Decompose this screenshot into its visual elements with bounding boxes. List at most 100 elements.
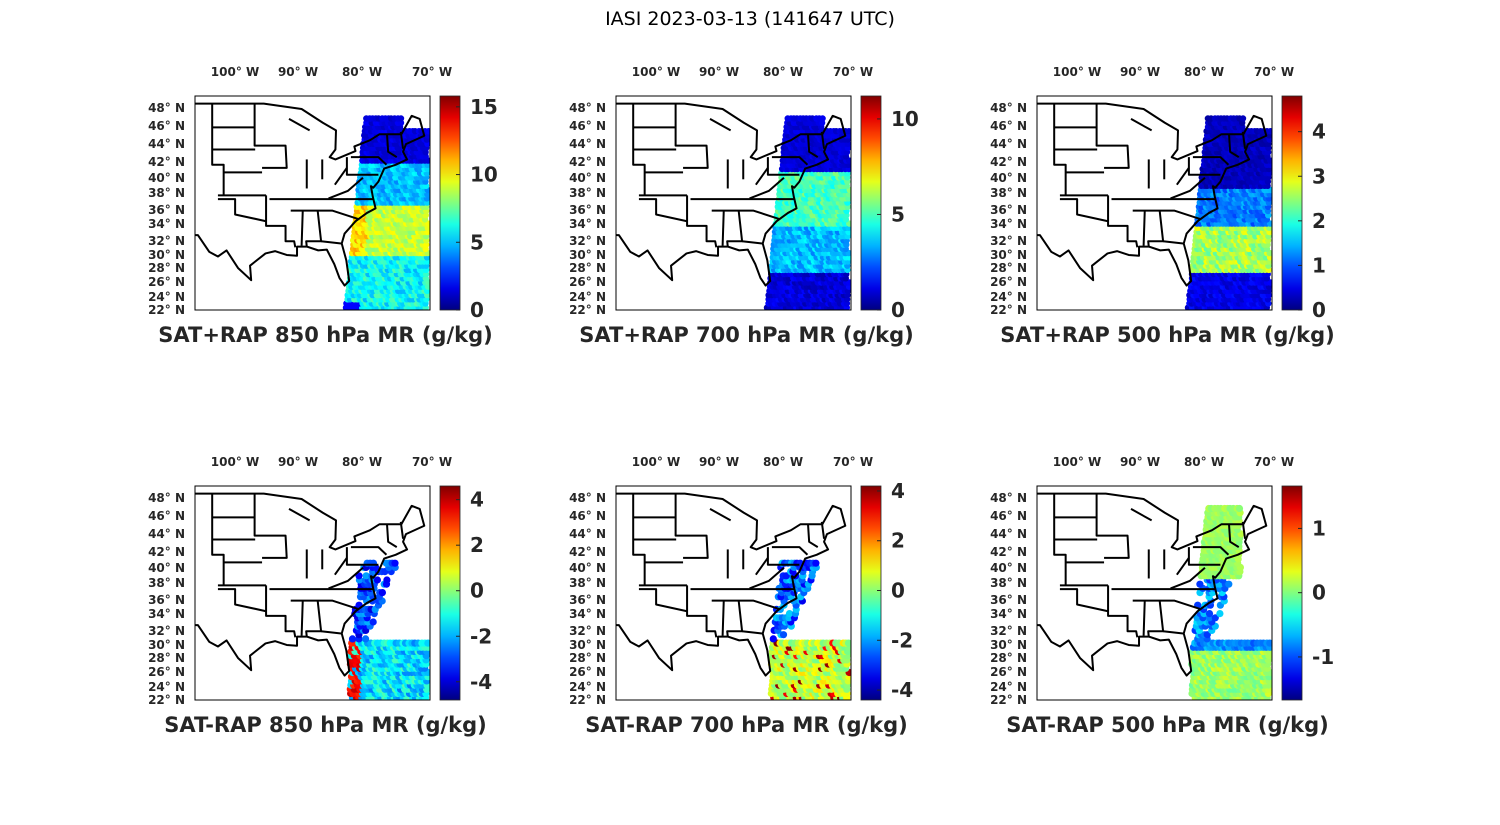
state-line <box>749 567 785 590</box>
colorbar-tick-label: -1 <box>1312 645 1334 669</box>
lon-tick-label: 100° W <box>211 455 259 469</box>
lat-tick-label: 48° N <box>990 491 1027 505</box>
colorbar-tick-label: 2 <box>891 529 905 553</box>
colorbar-tick-label: 5 <box>470 230 484 254</box>
state-line <box>265 585 297 638</box>
state-line <box>1130 118 1153 132</box>
lat-tick-label: 32° N <box>990 624 1027 638</box>
lat-tick-label: 24° N <box>990 290 1027 304</box>
lat-tick-label: 38° N <box>990 576 1027 590</box>
figure-title: IASI 2023-03-13 (141647 UTC) <box>605 8 895 30</box>
state-line <box>632 493 646 586</box>
state-line <box>771 156 809 166</box>
swath-point <box>1235 504 1244 513</box>
state-line <box>632 103 646 196</box>
lon-tick-label: 80° W <box>1184 455 1224 469</box>
lat-tick-label: 34° N <box>569 607 606 621</box>
lat-tick-label: 40° N <box>148 171 185 185</box>
swath-point <box>1211 614 1219 622</box>
lon-tick-label: 70° W <box>412 65 452 79</box>
swath-point <box>769 635 777 643</box>
lat-tick-label: 40° N <box>990 171 1027 185</box>
state-line <box>638 198 688 223</box>
lat-tick-label: 30° N <box>148 248 185 262</box>
lat-tick-label: 40° N <box>569 171 606 185</box>
state-line <box>1107 585 1139 638</box>
state-line <box>253 103 288 169</box>
swath-point <box>845 128 851 135</box>
state-line <box>726 210 744 247</box>
lat-tick-label: 36° N <box>148 203 185 217</box>
lat-tick-label: 46° N <box>569 119 606 133</box>
lat-tick-label: 46° N <box>148 509 185 523</box>
colorbar-tick-label: -4 <box>470 670 492 694</box>
lat-tick-label: 44° N <box>990 137 1027 151</box>
swath-point <box>779 631 788 639</box>
lat-tick-label: 22° N <box>569 693 606 707</box>
lon-tick-label: 90° W <box>278 65 318 79</box>
lat-tick-label: 30° N <box>990 248 1027 262</box>
lat-tick-label: 26° N <box>569 275 606 289</box>
state-line <box>1059 198 1109 223</box>
state-line <box>721 600 725 636</box>
lat-tick-label: 42° N <box>148 545 185 559</box>
swath-point <box>1267 128 1272 135</box>
state-line <box>1053 493 1067 586</box>
lat-tick-label: 48° N <box>569 101 606 115</box>
colorbar <box>860 95 882 311</box>
lat-tick-label: 38° N <box>148 186 185 200</box>
lat-tick-label: 40° N <box>148 561 185 575</box>
lat-tick-label: 28° N <box>148 651 185 665</box>
lat-tick-label: 38° N <box>148 576 185 590</box>
lat-tick-label: 46° N <box>990 509 1027 523</box>
state-line <box>386 134 398 158</box>
state-line <box>1170 177 1206 200</box>
lat-tick-label: 40° N <box>569 561 606 575</box>
colorbar-tick-label: 4 <box>470 488 484 512</box>
state-line <box>709 118 732 132</box>
state-line <box>386 524 398 548</box>
lat-tick-label: 36° N <box>148 593 185 607</box>
colorbar <box>1281 95 1303 311</box>
lon-tick-label: 100° W <box>211 65 259 79</box>
colorbar-tick-label: 4 <box>1312 120 1326 144</box>
state-line <box>1241 131 1247 149</box>
lon-tick-label: 80° W <box>1184 65 1224 79</box>
swath-points <box>767 559 851 700</box>
swath-point <box>1205 610 1214 618</box>
panel-title: SAT-RAP 500 hPa MR (g/kg) <box>1006 713 1329 737</box>
lat-tick-label: 32° N <box>990 234 1027 248</box>
lat-tick-label: 36° N <box>569 593 606 607</box>
swath-point <box>397 115 405 122</box>
lat-tick-label: 48° N <box>148 491 185 505</box>
swath-point <box>369 618 377 626</box>
state-line <box>741 630 763 635</box>
lon-tick-label: 80° W <box>342 455 382 469</box>
state-line <box>334 557 348 576</box>
state-line <box>1132 209 1201 221</box>
lat-tick-label: 22° N <box>148 693 185 707</box>
lat-tick-label: 46° N <box>990 119 1027 133</box>
map-panel-2: 100° W 90° W 80° W 70° W48° N46° N44° N42° … <box>569 65 919 347</box>
lat-tick-label: 46° N <box>569 509 606 523</box>
colorbar-tick-label: 0 <box>891 579 905 603</box>
coastline <box>616 102 847 287</box>
axes-frame <box>194 95 431 311</box>
colorbar-tick-label: -2 <box>470 624 492 648</box>
swath-point <box>844 639 851 647</box>
state-line <box>1053 103 1067 196</box>
lat-tick-label: 28° N <box>569 261 606 275</box>
swath-point <box>819 115 826 122</box>
lat-tick-label: 36° N <box>990 203 1027 217</box>
colorbar-tick-label: 0 <box>470 298 484 322</box>
panel-title: SAT+RAP 700 hPa MR (g/kg) <box>579 323 913 347</box>
swath-point <box>812 559 820 567</box>
state-line <box>1147 210 1165 247</box>
state-line <box>755 167 769 186</box>
lon-tick-label: 90° W <box>278 455 318 469</box>
lat-tick-label: 44° N <box>569 137 606 151</box>
lat-tick-label: 44° N <box>148 527 185 541</box>
state-line <box>305 600 323 637</box>
state-boundaries <box>616 492 847 677</box>
state-line <box>1130 508 1153 522</box>
